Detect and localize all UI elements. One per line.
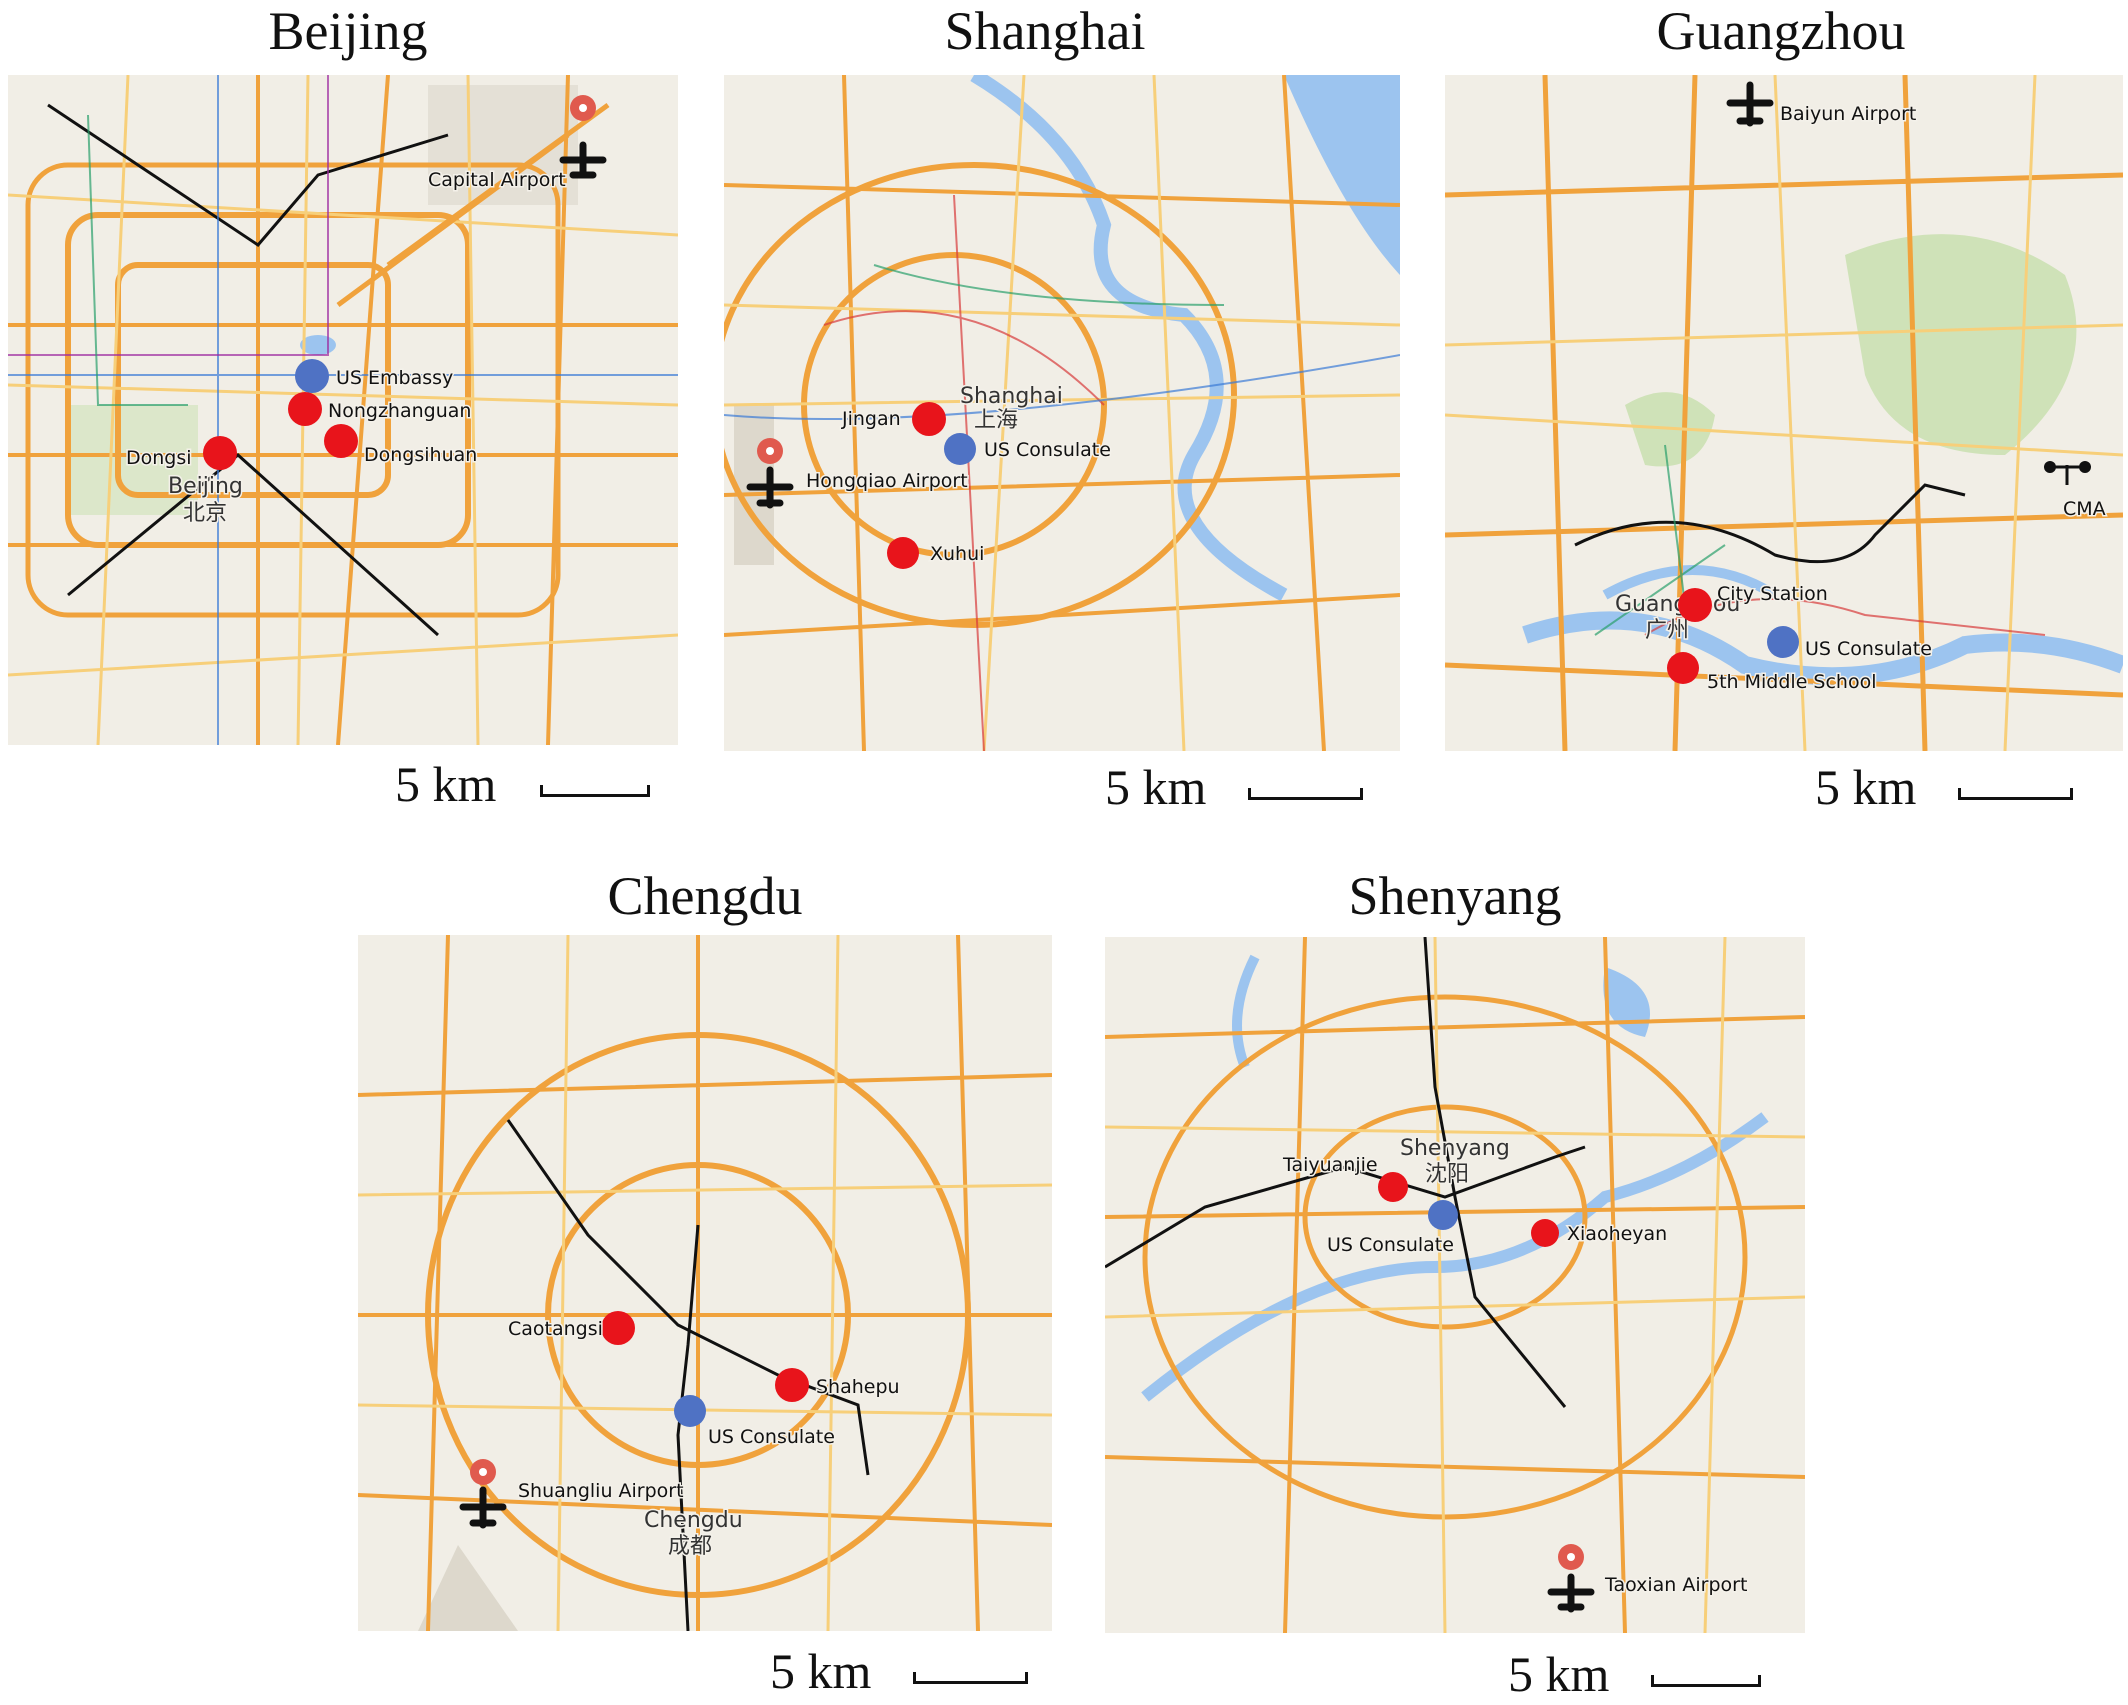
scale-line: [1651, 1675, 1761, 1687]
city-title: Shanghai: [944, 1, 1146, 61]
airport-icon: [559, 95, 607, 179]
airport-icon: [1726, 81, 1774, 127]
site-marker[interactable]: [887, 537, 919, 569]
map-shenyang[interactable]: Taoxian Airport Shenyang 沈阳 Taiyuanjie U…: [1105, 937, 1805, 1633]
scale-bar: 5 km: [1105, 758, 1395, 818]
city-title: Chengdu: [607, 866, 803, 926]
site-label: US Consulate: [984, 439, 1111, 461]
site-marker[interactable]: [324, 424, 358, 458]
weather-station-icon: [2044, 461, 2091, 485]
map-beijing[interactable]: Capital Airport Beijing 北京 US Embassy No…: [8, 75, 678, 745]
site-label: Xiaoheyan: [1567, 1223, 1667, 1245]
site-marker[interactable]: [295, 359, 329, 393]
site-marker[interactable]: [775, 1368, 809, 1402]
city-label-cn: 上海: [974, 408, 1018, 433]
city-title: Shenyang: [1348, 866, 1562, 926]
scale-label: 5 km: [1508, 1646, 1610, 1702]
city-label: Guangzhou: [1615, 592, 1740, 617]
scale-bar: 5 km: [395, 755, 675, 815]
site-label: US Consulate: [708, 1426, 835, 1448]
city-label: Chengdu: [644, 1508, 743, 1533]
airport-icon: [746, 438, 794, 509]
site-label: Xuhui: [930, 543, 984, 565]
site-marker[interactable]: [1428, 1200, 1458, 1230]
scale-label: 5 km: [770, 1643, 872, 1699]
airport-label: Taoxian Airport: [1604, 1574, 1747, 1596]
site-marker[interactable]: [674, 1395, 706, 1427]
scale-line: [540, 785, 650, 797]
scale-line: [913, 1672, 1028, 1684]
scale-label: 5 km: [1105, 759, 1207, 815]
city-label-cn: 广州: [1645, 618, 1689, 643]
city-label-cn: 北京: [183, 501, 227, 526]
site-marker[interactable]: [912, 402, 946, 436]
site-label: US Consulate: [1327, 1234, 1454, 1256]
airport-label: Baiyun Airport: [1780, 103, 1916, 125]
site-label: US Embassy: [336, 367, 453, 389]
city-label: Beijing: [168, 474, 243, 499]
airport-icon: [459, 1459, 507, 1529]
scale-bar: 5 km: [1508, 1645, 1798, 1705]
site-marker[interactable]: [1378, 1172, 1408, 1202]
site-label: 5th Middle School: [1707, 671, 1877, 693]
airport-label: Capital Airport: [428, 169, 566, 191]
site-marker[interactable]: [1767, 626, 1799, 658]
scale-label: 5 km: [1815, 759, 1917, 815]
city-label-cn: 成都: [668, 1534, 712, 1559]
city-title: Guangzhou: [1656, 1, 1906, 61]
site-marker[interactable]: [288, 392, 322, 426]
city-label-cn: 沈阳: [1425, 1162, 1469, 1187]
site-label: Taiyuanjie: [1282, 1154, 1378, 1176]
site-label: Dongsihuan: [364, 444, 477, 466]
map-shanghai[interactable]: Hongqiao Airport Shanghai 上海 Jingan US C…: [724, 75, 1400, 751]
site-marker[interactable]: [1531, 1219, 1559, 1247]
map-guangzhou[interactable]: Baiyun Airport CMA Guangzhou 广州 City Sta…: [1445, 75, 2123, 751]
scale-bar: 5 km: [770, 1642, 1060, 1702]
site-label: Nongzhanguan: [328, 400, 471, 422]
scale-label: 5 km: [395, 756, 497, 812]
airport-icon: [1547, 1544, 1595, 1613]
site-marker[interactable]: [1678, 588, 1712, 622]
site-label: Dongsi: [126, 447, 192, 469]
site-marker[interactable]: [944, 433, 976, 465]
site-label: Caotangsi: [508, 1318, 603, 1340]
airport-label: Hongqiao Airport: [806, 470, 968, 492]
scale-bar: 5 km: [1815, 758, 2115, 818]
site-label: US Consulate: [1805, 638, 1932, 660]
airport-label: Shuangliu Airport: [518, 1480, 684, 1502]
city-title: Beijing: [268, 1, 428, 61]
site-marker[interactable]: [203, 436, 237, 470]
site-label: City Station: [1717, 583, 1828, 605]
site-marker[interactable]: [1667, 652, 1699, 684]
cma-label: CMA: [2063, 498, 2106, 520]
site-label: Jingan: [841, 408, 901, 430]
site-marker[interactable]: [601, 1311, 635, 1345]
site-label: Shahepu: [816, 1376, 900, 1398]
scale-line: [1958, 788, 2073, 800]
map-chengdu[interactable]: Shuangliu Airport Chengdu 成都 Caotangsi S…: [358, 935, 1052, 1631]
city-label: Shanghai: [960, 384, 1063, 409]
city-label: Shenyang: [1400, 1136, 1510, 1161]
scale-line: [1248, 788, 1363, 800]
